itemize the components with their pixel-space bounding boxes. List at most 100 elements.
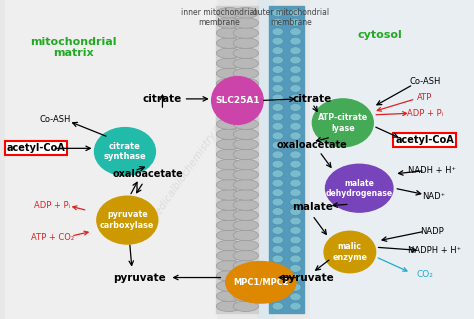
Circle shape [290, 236, 301, 244]
Text: ADP + Pᵢ: ADP + Pᵢ [34, 201, 71, 210]
Circle shape [290, 217, 301, 225]
Circle shape [290, 189, 301, 197]
Circle shape [272, 302, 283, 310]
Text: themedicalbiochemistry.org: themedicalbiochemistry.org [138, 113, 229, 238]
Ellipse shape [216, 210, 242, 220]
Text: citrate
synthase: citrate synthase [104, 142, 146, 161]
Circle shape [272, 236, 283, 244]
Ellipse shape [216, 149, 242, 160]
Circle shape [272, 85, 283, 92]
Text: Co-ASH: Co-ASH [409, 77, 440, 86]
Ellipse shape [211, 77, 263, 124]
Ellipse shape [233, 48, 258, 58]
Circle shape [290, 208, 301, 215]
Circle shape [272, 122, 283, 130]
Text: acetyl-CoA: acetyl-CoA [395, 135, 454, 145]
Ellipse shape [233, 240, 258, 251]
Ellipse shape [216, 281, 242, 291]
Ellipse shape [216, 68, 242, 79]
Ellipse shape [233, 18, 258, 28]
Circle shape [290, 47, 301, 55]
Text: pyruvate
carboxylase: pyruvate carboxylase [100, 211, 155, 230]
Circle shape [290, 264, 301, 272]
Text: Co-ASH: Co-ASH [39, 115, 70, 124]
Ellipse shape [233, 129, 258, 139]
Circle shape [290, 302, 301, 310]
Ellipse shape [233, 190, 258, 200]
Circle shape [272, 293, 283, 300]
Text: citrate: citrate [143, 94, 182, 104]
Text: ADP + Pᵢ: ADP + Pᵢ [407, 109, 443, 118]
Ellipse shape [233, 220, 258, 231]
Ellipse shape [216, 38, 242, 48]
Circle shape [272, 66, 283, 73]
Circle shape [290, 274, 301, 282]
Ellipse shape [216, 58, 242, 69]
Circle shape [272, 160, 283, 168]
Ellipse shape [216, 7, 242, 18]
Ellipse shape [216, 28, 242, 38]
Circle shape [290, 284, 301, 291]
Circle shape [290, 66, 301, 73]
Text: NADH + H⁺: NADH + H⁺ [408, 166, 456, 175]
Circle shape [290, 56, 301, 64]
Ellipse shape [233, 88, 258, 99]
Text: cytosol: cytosol [358, 30, 403, 40]
Circle shape [272, 274, 283, 282]
Text: ATP-citrate
lyase: ATP-citrate lyase [318, 113, 368, 132]
Circle shape [272, 9, 283, 17]
Ellipse shape [216, 88, 242, 99]
Ellipse shape [94, 128, 155, 175]
Ellipse shape [233, 159, 258, 170]
Text: CO₂: CO₂ [416, 270, 433, 279]
Circle shape [272, 170, 283, 178]
Ellipse shape [216, 230, 242, 241]
Text: SLC25A1: SLC25A1 [215, 96, 260, 105]
Ellipse shape [233, 38, 258, 48]
Ellipse shape [233, 261, 258, 271]
Ellipse shape [233, 301, 258, 311]
Text: ATP + CO₂: ATP + CO₂ [31, 233, 74, 242]
Ellipse shape [233, 58, 258, 69]
Ellipse shape [216, 250, 242, 261]
Circle shape [272, 132, 283, 140]
Text: MPC1/MPC2: MPC1/MPC2 [233, 278, 289, 287]
Ellipse shape [216, 301, 242, 311]
Text: pyruvate: pyruvate [113, 272, 165, 283]
Circle shape [290, 37, 301, 45]
Circle shape [272, 113, 283, 121]
Text: inner mitochondrial
membrane: inner mitochondrial membrane [181, 8, 256, 27]
Circle shape [290, 170, 301, 178]
Ellipse shape [233, 139, 258, 150]
Circle shape [272, 141, 283, 149]
Ellipse shape [216, 78, 242, 89]
Circle shape [290, 179, 301, 187]
Ellipse shape [216, 139, 242, 150]
Circle shape [290, 75, 301, 83]
Circle shape [290, 151, 301, 159]
Ellipse shape [233, 68, 258, 79]
Ellipse shape [233, 149, 258, 160]
Ellipse shape [216, 291, 242, 301]
Text: acetyl-CoA: acetyl-CoA [7, 143, 65, 153]
Circle shape [272, 189, 283, 197]
Text: oxaloacetate: oxaloacetate [113, 169, 184, 179]
Circle shape [272, 75, 283, 83]
Text: malate: malate [292, 202, 333, 212]
Circle shape [272, 246, 283, 253]
Circle shape [272, 56, 283, 64]
Ellipse shape [326, 164, 393, 212]
Circle shape [272, 217, 283, 225]
Circle shape [290, 160, 301, 168]
Text: NADPH + H⁺: NADPH + H⁺ [408, 246, 461, 255]
Ellipse shape [233, 250, 258, 261]
Ellipse shape [233, 230, 258, 241]
Text: outer mitochondrial
membrane: outer mitochondrial membrane [253, 8, 329, 27]
Circle shape [290, 198, 301, 206]
Circle shape [290, 255, 301, 263]
Circle shape [272, 284, 283, 291]
Text: citrate: citrate [293, 94, 332, 104]
Circle shape [272, 264, 283, 272]
Text: malic
enzyme: malic enzyme [332, 242, 367, 262]
Ellipse shape [233, 180, 258, 190]
